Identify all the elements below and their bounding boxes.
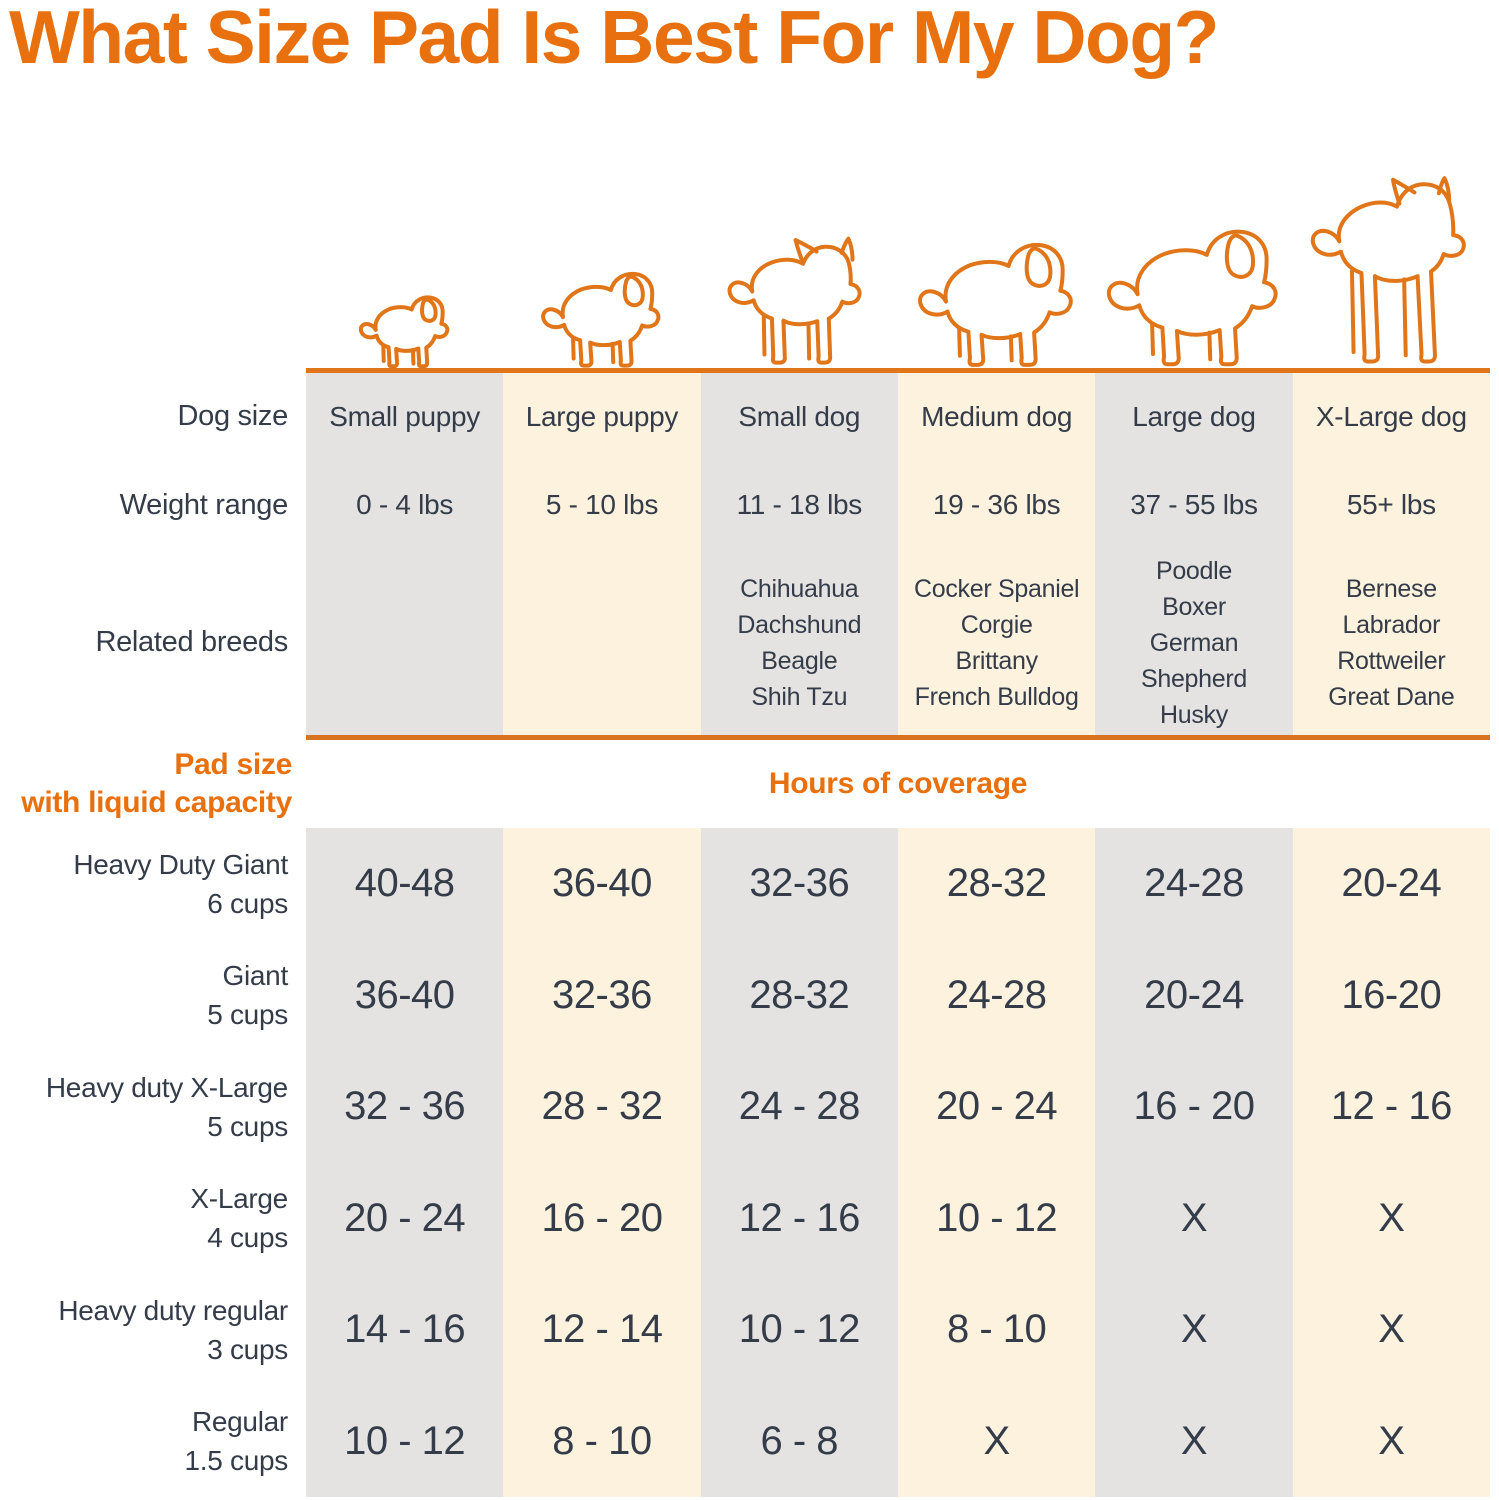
section-header-band: Pad size with liquid capacity Hours of c… xyxy=(0,740,1490,828)
hours-cell: 12 - 16 xyxy=(700,1162,898,1274)
breeds-cell xyxy=(503,550,701,735)
hours-cell: 24-28 xyxy=(1095,828,1293,940)
hours-cell: 6 - 8 xyxy=(700,1385,898,1497)
breeds-cell: Poodle Boxer German Shepherd Husky xyxy=(1095,550,1293,735)
header-small-puppy: Small puppy xyxy=(305,373,504,460)
pad-row-label: X-Large 4 cups xyxy=(190,1183,288,1254)
hours-table: Heavy Duty Giant 6 cups 40-48 36-40 32-3… xyxy=(0,828,1490,1497)
row-label-dog-size: Dog size xyxy=(177,400,289,432)
table-divider-line xyxy=(306,735,1490,740)
small-dog-icon xyxy=(701,238,898,368)
header-small-dog: Small dog xyxy=(700,373,898,460)
hours-of-coverage-label: Hours of coverage xyxy=(768,767,1028,800)
table-row: Heavy Duty Giant 6 cups 40-48 36-40 32-3… xyxy=(0,828,1490,940)
pad-size-label: Pad size with liquid capacity xyxy=(21,748,292,819)
hours-cell: X xyxy=(1292,1385,1490,1497)
hours-cell: 24-28 xyxy=(897,939,1096,1051)
hours-cell: 28 - 32 xyxy=(503,1051,701,1163)
hours-cell: 8 - 10 xyxy=(503,1385,701,1497)
weight-cell: 55+ lbs xyxy=(1292,460,1490,550)
pad-row-label: Heavy duty X-Large 5 cups xyxy=(45,1071,288,1142)
hours-cell: 28-32 xyxy=(700,939,898,1051)
table-row: Weight range 0 - 4 lbs 5 - 10 lbs 11 - 1… xyxy=(0,460,1490,550)
hours-cell: 14 - 16 xyxy=(305,1274,504,1386)
hours-cell: X xyxy=(1095,1274,1293,1386)
hours-cell: 20 - 24 xyxy=(305,1162,504,1274)
table-row: Giant 5 cups 36-40 32-36 28-32 24-28 20-… xyxy=(0,939,1490,1051)
table-row: Dog size Small puppy Large puppy Small d… xyxy=(0,373,1490,460)
table-row: Heavy duty regular 3 cups 14 - 16 12 - 1… xyxy=(0,1274,1490,1386)
x-large-dog-icon xyxy=(1293,178,1490,368)
hours-cell: X xyxy=(897,1385,1096,1497)
breeds-cell: Cocker Spaniel Corgie Brittany French Bu… xyxy=(897,550,1096,735)
weight-cell: 5 - 10 lbs xyxy=(503,460,701,550)
table-row: Related breeds Chihuahua Dachshund Beagl… xyxy=(0,550,1490,735)
header-x-large-dog: X-Large dog xyxy=(1292,373,1490,460)
hours-cell: 20 - 24 xyxy=(897,1051,1096,1163)
hours-cell: 20-24 xyxy=(1292,828,1490,940)
hours-cell: 10 - 12 xyxy=(305,1385,504,1497)
pad-row-label: Heavy duty regular 3 cups xyxy=(58,1294,288,1365)
pad-row-label: Heavy Duty Giant 6 cups xyxy=(73,848,288,919)
hours-cell: 16-20 xyxy=(1292,939,1490,1051)
pad-row-label: Giant 5 cups xyxy=(207,960,288,1031)
hours-cell: X xyxy=(1095,1162,1293,1274)
large-dog-icon xyxy=(1095,217,1292,368)
hours-cell: 12 - 14 xyxy=(503,1274,701,1386)
hours-cell: 32 - 36 xyxy=(305,1051,504,1163)
breeds-cell: Bernese Labrador Rottweiler Great Dane xyxy=(1292,550,1490,735)
row-label-weight-range: Weight range xyxy=(119,488,289,521)
hours-cell: 28-32 xyxy=(897,828,1096,940)
hours-cell: 10 - 12 xyxy=(897,1162,1096,1274)
weight-cell: 37 - 55 lbs xyxy=(1095,460,1293,550)
page-title: What Size Pad Is Best For My Dog? xyxy=(9,0,1219,79)
hours-cell: 12 - 16 xyxy=(1292,1051,1490,1163)
table-row: X-Large 4 cups 20 - 24 16 - 20 12 - 16 1… xyxy=(0,1162,1490,1274)
small-puppy-icon xyxy=(306,290,503,368)
breeds-cell: Chihuahua Dachshund Beagle Shih Tzu xyxy=(700,550,898,735)
hours-cell: 8 - 10 xyxy=(897,1274,1096,1386)
medium-dog-icon xyxy=(898,232,1095,368)
hours-cell: 32-36 xyxy=(503,939,701,1051)
header-large-puppy: Large puppy xyxy=(503,373,701,460)
hours-cell: 16 - 20 xyxy=(503,1162,701,1274)
hours-cell: 20-24 xyxy=(1095,939,1293,1051)
header-medium-dog: Medium dog xyxy=(897,373,1096,460)
hours-cell: 32-36 xyxy=(700,828,898,940)
table-row: Regular 1.5 cups 10 - 12 8 - 10 6 - 8 X … xyxy=(0,1385,1490,1497)
hours-cell: X xyxy=(1292,1274,1490,1386)
hours-cell: 10 - 12 xyxy=(700,1274,898,1386)
hours-cell: 40-48 xyxy=(305,828,504,940)
weight-cell: 0 - 4 lbs xyxy=(305,460,504,550)
breeds-cell xyxy=(305,550,504,735)
header-large-dog: Large dog xyxy=(1095,373,1293,460)
hours-cell: X xyxy=(1095,1385,1293,1497)
large-puppy-icon xyxy=(503,264,700,368)
hours-cell: 16 - 20 xyxy=(1095,1051,1293,1163)
table-row: Heavy duty X-Large 5 cups 32 - 36 28 - 3… xyxy=(0,1051,1490,1163)
dogs-baseline xyxy=(306,168,1490,373)
hours-cell: 24 - 28 xyxy=(700,1051,898,1163)
dog-info-table: Dog size Small puppy Large puppy Small d… xyxy=(0,373,1490,735)
row-label-related-breeds: Related breeds xyxy=(95,626,288,658)
hours-cell: X xyxy=(1292,1162,1490,1274)
weight-cell: 19 - 36 lbs xyxy=(897,460,1096,550)
hours-cell: 36-40 xyxy=(305,939,504,1051)
hours-cell: 36-40 xyxy=(503,828,701,940)
weight-cell: 11 - 18 lbs xyxy=(700,460,898,550)
pad-row-label: Regular 1.5 cups xyxy=(184,1406,288,1477)
